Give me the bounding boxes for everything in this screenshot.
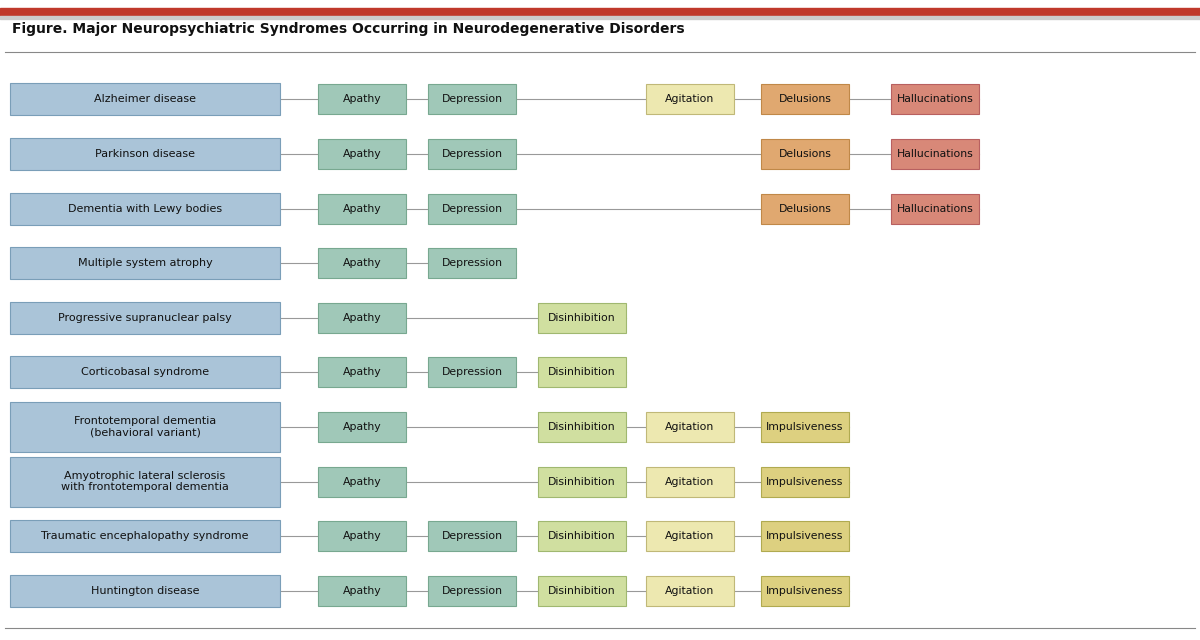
Text: Disinhibition: Disinhibition — [548, 313, 616, 323]
FancyBboxPatch shape — [761, 84, 850, 115]
Text: Disinhibition: Disinhibition — [548, 422, 616, 432]
Text: Delusions: Delusions — [779, 204, 832, 214]
Text: Depression: Depression — [442, 149, 503, 159]
FancyBboxPatch shape — [761, 467, 850, 497]
FancyBboxPatch shape — [646, 521, 734, 551]
Text: Agitation: Agitation — [665, 586, 715, 596]
Text: Dementia with Lewy bodies: Dementia with Lewy bodies — [68, 204, 222, 214]
Text: Apathy: Apathy — [343, 367, 382, 378]
Text: Agitation: Agitation — [665, 531, 715, 541]
FancyBboxPatch shape — [10, 247, 280, 279]
FancyBboxPatch shape — [318, 303, 406, 333]
Text: Huntington disease: Huntington disease — [91, 586, 199, 596]
Text: Multiple system atrophy: Multiple system atrophy — [78, 258, 212, 268]
Text: Agitation: Agitation — [665, 477, 715, 486]
FancyBboxPatch shape — [761, 193, 850, 223]
FancyBboxPatch shape — [10, 193, 280, 225]
FancyBboxPatch shape — [428, 139, 516, 169]
FancyBboxPatch shape — [318, 412, 406, 442]
Text: Apathy: Apathy — [343, 204, 382, 214]
Text: Corticobasal syndrome: Corticobasal syndrome — [80, 367, 209, 378]
Text: Apathy: Apathy — [343, 258, 382, 268]
FancyBboxPatch shape — [428, 84, 516, 115]
Text: Depression: Depression — [442, 367, 503, 378]
Bar — [0, 8, 1200, 15]
FancyBboxPatch shape — [646, 412, 734, 442]
Text: Figure. Major Neuropsychiatric Syndromes Occurring in Neurodegenerative Disorder: Figure. Major Neuropsychiatric Syndromes… — [12, 22, 685, 36]
Text: Apathy: Apathy — [343, 586, 382, 596]
FancyBboxPatch shape — [318, 521, 406, 551]
Text: Disinhibition: Disinhibition — [548, 531, 616, 541]
FancyBboxPatch shape — [890, 193, 979, 223]
FancyBboxPatch shape — [890, 84, 979, 115]
Text: Apathy: Apathy — [343, 149, 382, 159]
Text: Depression: Depression — [442, 531, 503, 541]
Text: Parkinson disease: Parkinson disease — [95, 149, 196, 159]
FancyBboxPatch shape — [538, 412, 626, 442]
FancyBboxPatch shape — [646, 84, 734, 115]
Text: Agitation: Agitation — [665, 94, 715, 104]
FancyBboxPatch shape — [318, 467, 406, 497]
FancyBboxPatch shape — [428, 248, 516, 278]
FancyBboxPatch shape — [428, 521, 516, 551]
FancyBboxPatch shape — [318, 84, 406, 115]
Text: Hallucinations: Hallucinations — [896, 94, 973, 104]
FancyBboxPatch shape — [10, 356, 280, 388]
Text: Delusions: Delusions — [779, 94, 832, 104]
FancyBboxPatch shape — [318, 193, 406, 223]
FancyBboxPatch shape — [318, 357, 406, 387]
Text: Traumatic encephalopathy syndrome: Traumatic encephalopathy syndrome — [41, 531, 248, 541]
FancyBboxPatch shape — [318, 248, 406, 278]
FancyBboxPatch shape — [646, 576, 734, 605]
FancyBboxPatch shape — [10, 301, 280, 333]
FancyBboxPatch shape — [890, 139, 979, 169]
Text: Impulsiveness: Impulsiveness — [767, 477, 844, 486]
Text: Disinhibition: Disinhibition — [548, 367, 616, 378]
FancyBboxPatch shape — [10, 520, 280, 552]
Bar — [0, 17, 1200, 19]
Text: Alzheimer disease: Alzheimer disease — [94, 94, 196, 104]
FancyBboxPatch shape — [538, 576, 626, 605]
FancyBboxPatch shape — [318, 576, 406, 605]
Text: Apathy: Apathy — [343, 422, 382, 432]
Text: Apathy: Apathy — [343, 531, 382, 541]
FancyBboxPatch shape — [10, 138, 280, 170]
Text: Frontotemporal dementia
(behavioral variant): Frontotemporal dementia (behavioral vari… — [74, 416, 216, 438]
Text: Depression: Depression — [442, 258, 503, 268]
FancyBboxPatch shape — [428, 357, 516, 387]
FancyBboxPatch shape — [538, 357, 626, 387]
FancyBboxPatch shape — [761, 521, 850, 551]
FancyBboxPatch shape — [428, 193, 516, 223]
FancyBboxPatch shape — [761, 139, 850, 169]
Text: Disinhibition: Disinhibition — [548, 477, 616, 486]
FancyBboxPatch shape — [538, 467, 626, 497]
FancyBboxPatch shape — [538, 303, 626, 333]
FancyBboxPatch shape — [318, 139, 406, 169]
Text: Depression: Depression — [442, 94, 503, 104]
Text: Disinhibition: Disinhibition — [548, 586, 616, 596]
FancyBboxPatch shape — [10, 456, 280, 506]
Text: Impulsiveness: Impulsiveness — [767, 586, 844, 596]
Text: Hallucinations: Hallucinations — [896, 204, 973, 214]
Text: Depression: Depression — [442, 204, 503, 214]
FancyBboxPatch shape — [646, 467, 734, 497]
FancyBboxPatch shape — [761, 412, 850, 442]
Text: Delusions: Delusions — [779, 149, 832, 159]
FancyBboxPatch shape — [428, 576, 516, 605]
FancyBboxPatch shape — [10, 402, 280, 452]
FancyBboxPatch shape — [10, 575, 280, 607]
Text: Hallucinations: Hallucinations — [896, 149, 973, 159]
Text: Impulsiveness: Impulsiveness — [767, 422, 844, 432]
FancyBboxPatch shape — [10, 83, 280, 115]
Text: Progressive supranuclear palsy: Progressive supranuclear palsy — [58, 313, 232, 323]
Text: Impulsiveness: Impulsiveness — [767, 531, 844, 541]
Text: Amyotrophic lateral sclerosis
with frontotemporal dementia: Amyotrophic lateral sclerosis with front… — [61, 470, 229, 492]
Text: Apathy: Apathy — [343, 94, 382, 104]
Text: Depression: Depression — [442, 586, 503, 596]
FancyBboxPatch shape — [538, 521, 626, 551]
FancyBboxPatch shape — [761, 576, 850, 605]
Text: Apathy: Apathy — [343, 477, 382, 486]
Text: Agitation: Agitation — [665, 422, 715, 432]
Text: Apathy: Apathy — [343, 313, 382, 323]
